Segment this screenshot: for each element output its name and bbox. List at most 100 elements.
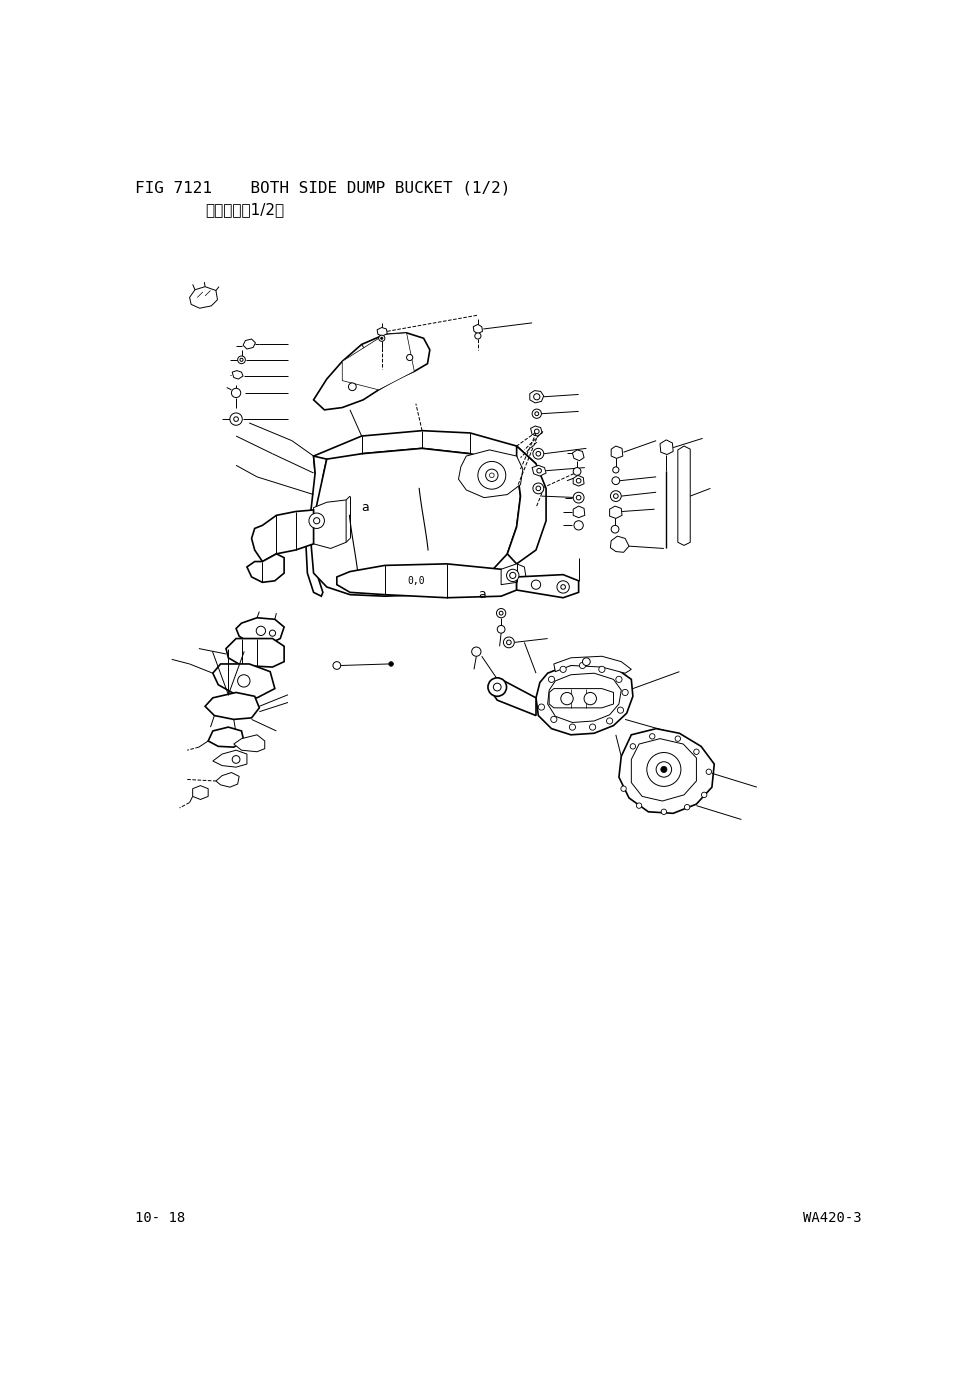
Circle shape <box>577 495 581 500</box>
Circle shape <box>535 411 539 415</box>
Circle shape <box>551 716 557 722</box>
Polygon shape <box>337 564 517 598</box>
Polygon shape <box>312 448 520 597</box>
Circle shape <box>607 718 613 725</box>
Circle shape <box>661 808 666 814</box>
Circle shape <box>472 648 481 656</box>
Polygon shape <box>573 450 584 461</box>
Circle shape <box>497 626 505 632</box>
Circle shape <box>569 725 576 730</box>
Circle shape <box>589 725 595 730</box>
Polygon shape <box>507 446 546 564</box>
Circle shape <box>507 641 511 645</box>
Circle shape <box>650 734 655 738</box>
Circle shape <box>561 693 573 705</box>
Polygon shape <box>213 751 247 767</box>
Circle shape <box>613 468 619 473</box>
Polygon shape <box>314 333 430 410</box>
Polygon shape <box>553 656 631 674</box>
Polygon shape <box>631 738 696 802</box>
Polygon shape <box>458 450 522 498</box>
Circle shape <box>533 483 544 494</box>
Circle shape <box>234 417 239 421</box>
Circle shape <box>537 469 542 473</box>
Circle shape <box>379 336 385 341</box>
Circle shape <box>580 663 586 668</box>
Polygon shape <box>306 456 327 597</box>
Text: WA420-3: WA420-3 <box>803 1210 862 1225</box>
Text: FIG 7121    BOTH SIDE DUMP BUCKET (1/2): FIG 7121 BOTH SIDE DUMP BUCKET (1/2) <box>135 180 511 195</box>
Polygon shape <box>548 674 621 722</box>
Circle shape <box>573 468 581 476</box>
Circle shape <box>661 766 667 773</box>
Circle shape <box>599 667 605 672</box>
Polygon shape <box>530 426 542 436</box>
Circle shape <box>557 580 569 593</box>
Circle shape <box>534 429 539 433</box>
Circle shape <box>510 572 516 579</box>
Text: 側卉斗　（1/2）: 側卉斗 （1/2） <box>205 202 285 217</box>
Circle shape <box>577 478 581 483</box>
Circle shape <box>574 521 584 529</box>
Circle shape <box>536 487 541 491</box>
Text: 10- 18: 10- 18 <box>135 1210 185 1225</box>
Polygon shape <box>226 638 285 667</box>
Circle shape <box>584 693 596 705</box>
Circle shape <box>616 676 622 682</box>
Circle shape <box>496 609 506 617</box>
Circle shape <box>478 462 506 490</box>
Polygon shape <box>247 554 285 583</box>
Circle shape <box>532 410 542 418</box>
Polygon shape <box>473 324 483 334</box>
Circle shape <box>407 355 413 360</box>
Circle shape <box>675 736 681 741</box>
Polygon shape <box>205 693 259 719</box>
Polygon shape <box>550 689 614 708</box>
Circle shape <box>493 683 501 690</box>
Polygon shape <box>610 506 622 518</box>
Polygon shape <box>243 340 255 349</box>
Polygon shape <box>216 773 239 786</box>
Polygon shape <box>314 430 536 473</box>
Circle shape <box>614 494 619 498</box>
Polygon shape <box>530 390 544 403</box>
Circle shape <box>620 786 626 792</box>
Circle shape <box>489 473 494 477</box>
Text: a: a <box>478 588 486 601</box>
Circle shape <box>499 612 503 615</box>
Circle shape <box>507 569 519 582</box>
Circle shape <box>647 752 681 786</box>
Polygon shape <box>573 476 584 487</box>
Circle shape <box>685 804 689 810</box>
Circle shape <box>561 584 565 590</box>
Polygon shape <box>517 575 579 598</box>
Polygon shape <box>611 536 629 553</box>
Circle shape <box>706 769 712 774</box>
Circle shape <box>538 704 545 710</box>
Polygon shape <box>532 465 546 476</box>
Circle shape <box>486 469 498 481</box>
Polygon shape <box>236 617 285 644</box>
Circle shape <box>531 580 541 590</box>
Polygon shape <box>232 371 243 380</box>
Circle shape <box>232 756 240 763</box>
Circle shape <box>573 492 584 503</box>
Circle shape <box>536 451 541 456</box>
Circle shape <box>636 803 642 808</box>
Polygon shape <box>492 679 536 715</box>
Polygon shape <box>342 333 415 390</box>
Circle shape <box>503 637 515 648</box>
Circle shape <box>240 359 243 362</box>
Polygon shape <box>501 564 526 584</box>
Polygon shape <box>213 664 275 698</box>
Circle shape <box>230 412 243 425</box>
Polygon shape <box>573 506 585 517</box>
Circle shape <box>309 513 324 528</box>
Circle shape <box>381 337 383 340</box>
Text: a: a <box>361 500 369 514</box>
Polygon shape <box>377 327 387 336</box>
Polygon shape <box>536 664 633 734</box>
Circle shape <box>583 657 590 666</box>
Polygon shape <box>234 734 265 752</box>
Circle shape <box>630 744 636 749</box>
